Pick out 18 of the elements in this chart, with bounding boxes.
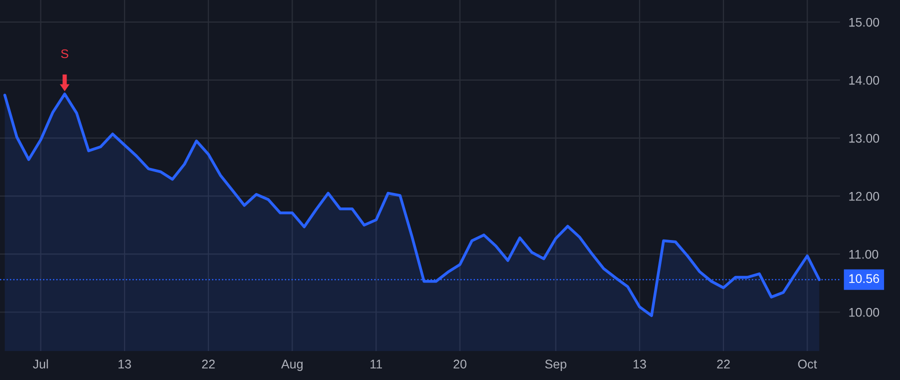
- y-tick-label: 13.00: [849, 134, 880, 143]
- annotation: S: [61, 49, 68, 58]
- x-tick-label: Aug: [281, 360, 303, 371]
- y-tick-label: 14.00: [849, 76, 880, 85]
- x-tick-label: Oct: [798, 360, 817, 369]
- x-tick-label: 22: [717, 360, 730, 368]
- x-tick-label: Sep: [545, 360, 566, 371]
- y-tick-label: 15.00: [849, 18, 880, 27]
- x-tick-label: 20: [454, 360, 466, 369]
- y-tick-label: 11.00: [849, 250, 878, 259]
- x-tick-label: 13: [634, 360, 646, 369]
- x-tick-label: Jul: [32, 359, 48, 369]
- x-tick-label: 22: [202, 360, 215, 368]
- y-tick-label: 10.00: [849, 308, 880, 317]
- y-tick-label: 12.00: [849, 192, 880, 201]
- ref-line-label: 10.56: [849, 274, 880, 283]
- x-tick-label: 13: [118, 360, 131, 369]
- x-tick-label: 11: [370, 360, 382, 368]
